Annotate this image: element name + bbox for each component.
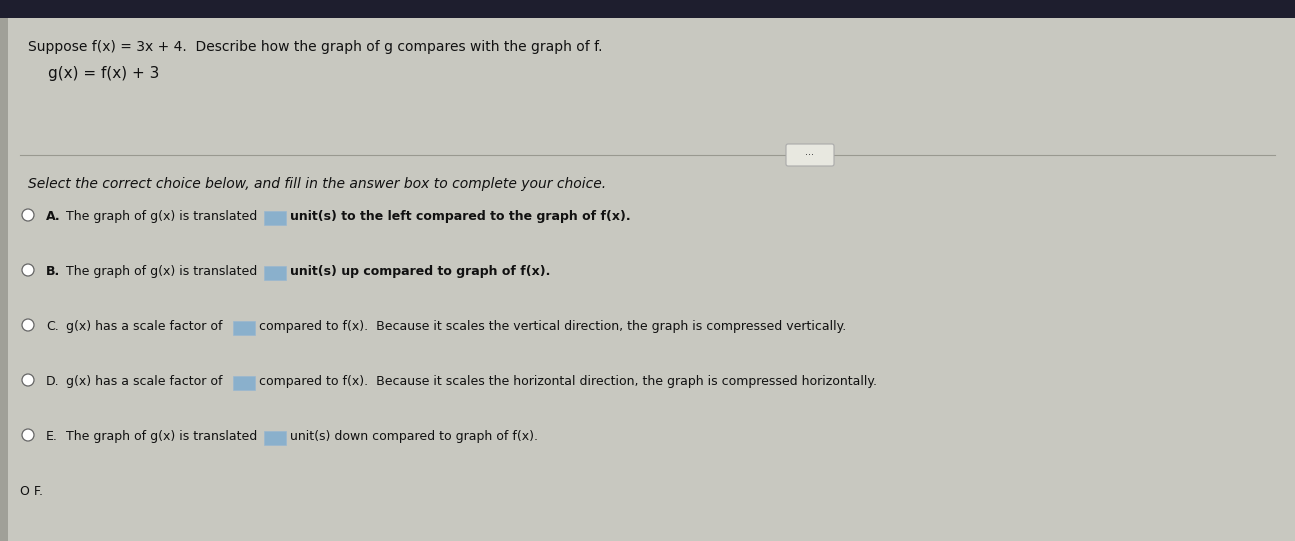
Text: g(x) has a scale factor of: g(x) has a scale factor of: [66, 375, 223, 388]
Text: Select the correct choice below, and fill in the answer box to complete your cho: Select the correct choice below, and fil…: [28, 177, 606, 191]
Text: g(x) = f(x) + 3: g(x) = f(x) + 3: [48, 66, 159, 81]
Text: unit(s) up compared to graph of f(x).: unit(s) up compared to graph of f(x).: [290, 265, 550, 278]
Circle shape: [22, 319, 34, 331]
Text: Suppose f(x) = 3x + 4.  Describe how the graph of g compares with the graph of f: Suppose f(x) = 3x + 4. Describe how the …: [28, 40, 602, 54]
Bar: [264, 211, 286, 225]
Bar: [233, 376, 255, 390]
Bar: [0, 0, 1295, 18]
Text: unit(s) to the left compared to the graph of f(x).: unit(s) to the left compared to the grap…: [290, 210, 631, 223]
FancyBboxPatch shape: [786, 144, 834, 166]
Text: ···: ···: [805, 150, 815, 160]
Bar: [233, 321, 255, 335]
Text: A.: A.: [47, 210, 61, 223]
Circle shape: [22, 264, 34, 276]
Text: g(x) has a scale factor of: g(x) has a scale factor of: [66, 320, 223, 333]
Circle shape: [22, 374, 34, 386]
Text: The graph of g(x) is translated: The graph of g(x) is translated: [66, 210, 258, 223]
Text: The graph of g(x) is translated: The graph of g(x) is translated: [66, 265, 258, 278]
Text: unit(s) down compared to graph of f(x).: unit(s) down compared to graph of f(x).: [290, 430, 539, 443]
Text: The graph of g(x) is translated: The graph of g(x) is translated: [66, 430, 258, 443]
Text: D.: D.: [47, 375, 60, 388]
Bar: [264, 431, 286, 445]
Circle shape: [22, 209, 34, 221]
Text: O F.: O F.: [19, 485, 43, 498]
Text: compared to f(x).  Because it scales the vertical direction, the graph is compre: compared to f(x). Because it scales the …: [259, 320, 846, 333]
Text: C.: C.: [47, 320, 58, 333]
Text: E.: E.: [47, 430, 58, 443]
Circle shape: [22, 429, 34, 441]
Text: B.: B.: [47, 265, 61, 278]
Bar: [264, 266, 286, 280]
Bar: [0, 18, 8, 541]
Text: compared to f(x).  Because it scales the horizontal direction, the graph is comp: compared to f(x). Because it scales the …: [259, 375, 877, 388]
